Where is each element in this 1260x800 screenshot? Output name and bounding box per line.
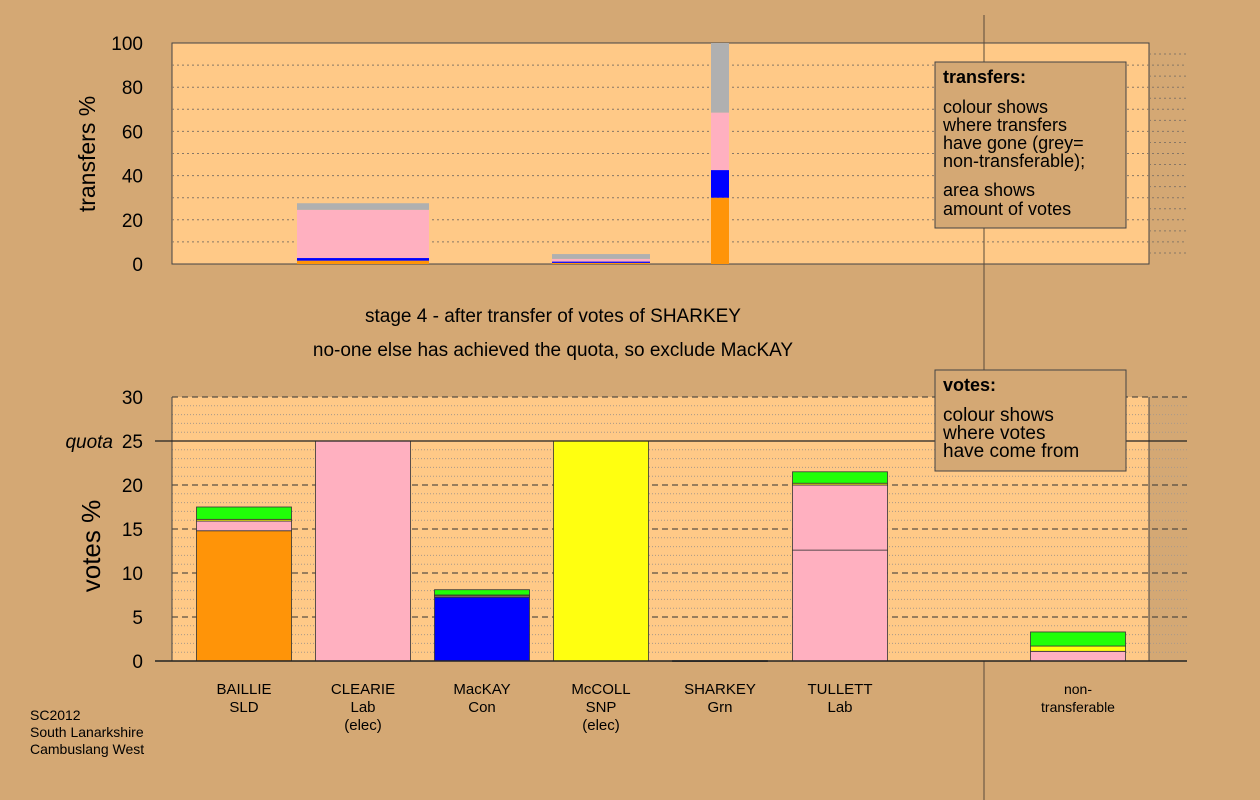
- footer-line: Cambuslang West: [30, 741, 145, 757]
- footer-line: SC2012: [30, 707, 81, 723]
- vote-bar-segment: [792, 484, 888, 551]
- category-label: Lab: [827, 699, 852, 716]
- transfer-bar-segment: [552, 258, 650, 262]
- y-tick-label: 5: [132, 608, 143, 629]
- category-label: BAILLIE: [216, 681, 271, 698]
- transfer-bar-segment: [297, 260, 429, 264]
- vote-bar-segment: [315, 440, 411, 662]
- category-label: SHARKEY: [684, 681, 756, 698]
- y-tick-label: 20: [122, 211, 143, 232]
- category-label: non-: [1064, 681, 1092, 697]
- category-label: SLD: [229, 699, 258, 716]
- category-label: TULLETT: [807, 681, 872, 698]
- y-tick-label: 0: [132, 652, 143, 673]
- legend-title: votes:: [943, 375, 996, 395]
- category-label: SNP: [586, 699, 617, 716]
- y-axis-label: votes %: [76, 500, 106, 593]
- y-tick-label: 100: [111, 34, 143, 55]
- vote-bar-segment: [553, 440, 649, 662]
- legend-title: transfers:: [943, 67, 1026, 87]
- transfer-bar-segment: [297, 258, 429, 261]
- legend-text: colour shows: [943, 405, 1054, 426]
- legend-text: non-transferable);: [943, 151, 1085, 171]
- legend-text: where transfers: [942, 115, 1067, 135]
- y-tick-label: 60: [122, 122, 143, 143]
- vote-bar-segment: [792, 549, 888, 662]
- category-label: Grn: [707, 699, 732, 716]
- vote-bar-segment: [1030, 631, 1126, 647]
- vote-bar-segment: [1030, 650, 1126, 662]
- category-label: MacKAY: [453, 681, 510, 698]
- footer-line: South Lanarkshire: [30, 724, 144, 740]
- transfer-bar-segment: [711, 43, 729, 113]
- vote-bar-segment: [434, 589, 530, 596]
- stage-subtitle: no-one else has achieved the quota, so e…: [312, 340, 794, 361]
- category-label: CLEARIE: [331, 681, 395, 698]
- transfer-bar-segment: [297, 203, 429, 210]
- transfer-bar-segment: [552, 262, 650, 264]
- legend-text: where votes: [942, 423, 1045, 444]
- legend-text: amount of votes: [943, 199, 1071, 219]
- transfer-bar-segment: [297, 209, 429, 259]
- transfer-bar-segment: [711, 112, 729, 171]
- vote-bar-segment: [1030, 645, 1126, 652]
- transfer-bar-segment: [552, 261, 650, 263]
- vote-bar-segment: [196, 506, 292, 520]
- vote-bar-segment: [196, 520, 292, 532]
- stage-title: stage 4 - after transfer of votes of SHA…: [365, 306, 741, 327]
- y-tick-label: 25: [122, 432, 143, 453]
- footer: SC2012 South Lanarkshire Cambuslang West: [30, 707, 144, 758]
- category-label: transferable: [1041, 699, 1115, 715]
- transfer-bar-segment: [711, 197, 729, 264]
- transfer-bar-segment: [552, 254, 650, 259]
- y-tick-label: 40: [122, 167, 143, 188]
- y-tick-label: 30: [122, 388, 143, 409]
- y-tick-label: 20: [122, 476, 143, 497]
- transfers-legend-box: [934, 61, 1127, 229]
- category-label: Lab: [350, 699, 375, 716]
- category-label: (elec): [582, 717, 620, 734]
- legend-text: colour shows: [943, 97, 1048, 117]
- y-tick-label: 10: [122, 564, 143, 585]
- vote-bar-segment: [792, 471, 888, 484]
- votes-legend-box: [934, 369, 1127, 472]
- y-tick-label: 0: [132, 255, 143, 276]
- vote-bar-segment: [434, 596, 530, 662]
- y-tick-label: 15: [122, 520, 143, 541]
- category-label: McCOLL: [571, 681, 630, 698]
- legend-text: have gone (grey=: [943, 133, 1084, 153]
- vote-bar-segment: [196, 530, 292, 662]
- y-axis-label: transfers %: [74, 96, 100, 212]
- transfer-bar-segment: [711, 170, 729, 198]
- legend-text: have come from: [943, 441, 1079, 462]
- category-label: Con: [468, 699, 496, 716]
- legend-text: area shows: [943, 180, 1035, 200]
- quota-label: quota: [65, 432, 113, 453]
- category-label: (elec): [344, 717, 382, 734]
- y-tick-label: 80: [122, 78, 143, 99]
